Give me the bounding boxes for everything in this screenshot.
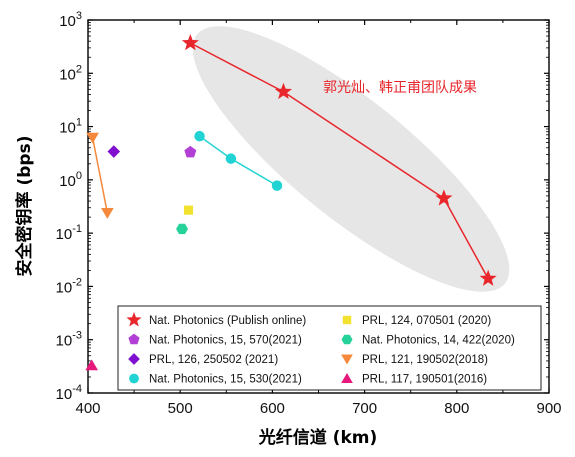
y-axis-title: 安全密钥率 (bps) [14,136,35,277]
series-triangle-up [85,359,98,371]
y-tick-label: 100 [59,170,82,190]
legend-box [117,305,542,391]
x-tick-label: 800 [444,400,469,417]
data-point-star [435,189,453,206]
x-tick-label: 700 [352,400,377,417]
series-diamond [107,145,121,158]
series-star [181,34,497,286]
y-tick-label: 10-2 [56,276,82,296]
highlight-ellipse [192,26,510,292]
x-tick-label: 500 [168,400,193,417]
data-point-pentagon [184,145,197,158]
team-annotation: 郭光灿、韩正甫团队成果 [323,79,477,96]
data-point-triangle-down [86,132,99,144]
series-hexagon [176,223,188,235]
data-point-star [274,82,293,100]
data-point-hexagon [176,223,188,235]
legend-marker-triangle-down [341,354,353,365]
series-triangle-down [86,132,114,219]
legend-label: Nat. Photonics, 15, 570(2021) [149,335,302,347]
legend-marker-hexagon [341,334,353,345]
data-point-diamond [107,145,121,158]
series-line [91,137,109,214]
y-tick-label: 10-4 [56,383,82,403]
x-tick-label: 400 [75,400,100,417]
data-point-triangle-up [85,359,98,371]
x-tick-label: 600 [260,400,285,417]
legend-label: Nat. Photonics, 15, 530(2021) [149,374,302,386]
legend-label: Nat. Photonics, 14, 422(2020) [362,335,515,347]
y-tick-label: 10-3 [56,330,82,350]
y-tick-label: 102 [59,63,82,83]
y-tick-label: 101 [59,117,82,137]
legend-marker-pentagon [128,333,140,345]
series-circle [194,130,283,191]
legend-marker-star [126,312,142,327]
series-square [183,205,194,215]
legend-label: PRL, 124, 070501 (2020) [362,315,491,327]
series-pentagon [184,145,197,158]
legend-marker-square [342,315,352,325]
legend-label: PRL, 117, 190501(2016) [362,374,487,386]
y-tick-label: 10-1 [56,223,82,243]
legend-marker-diamond [128,353,140,365]
legend-marker-circle [129,373,139,384]
data-point-triangle-down [101,207,114,219]
legend-label: Nat. Photonics (Publish online) [149,315,306,327]
legend-label: PRL, 126, 250502 (2021) [149,354,278,366]
series-line [189,42,489,280]
data-point-square [183,205,194,215]
data-point-star [181,34,199,51]
data-point-circle [225,153,237,164]
x-tick-label: 900 [536,400,561,417]
x-axis-title: 光纤信道 (km) [258,427,377,448]
data-point-star [479,269,497,286]
legend-marker-triangle-up [341,372,353,384]
y-tick-label: 103 [59,10,82,30]
legend-label: PRL, 121, 190502(2018) [362,354,488,366]
data-point-circle [271,180,283,191]
data-point-circle [194,130,205,142]
